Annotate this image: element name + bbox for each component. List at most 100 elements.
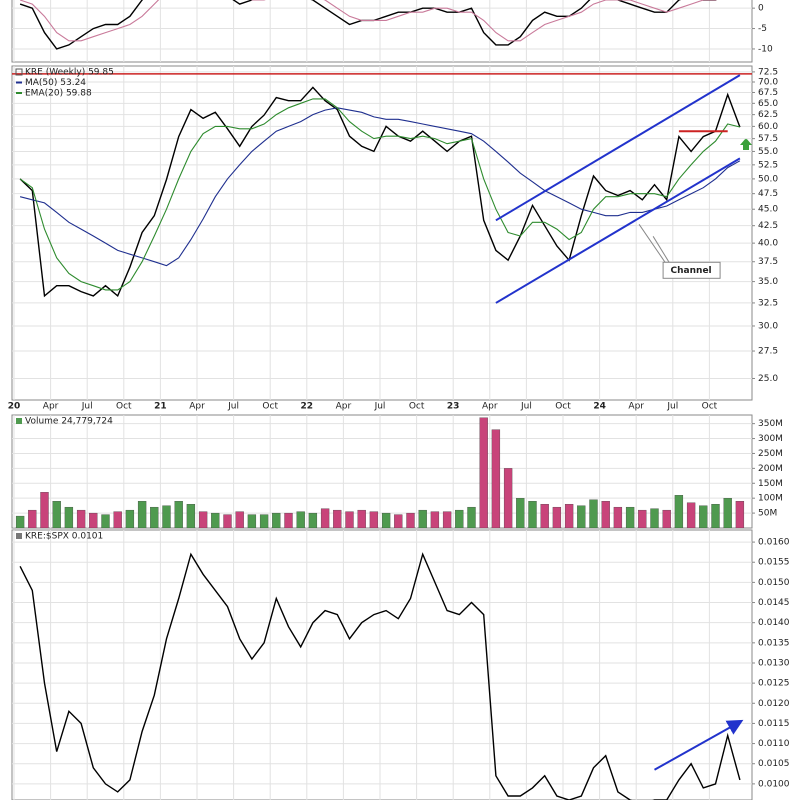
- volume-bar: [296, 511, 305, 528]
- macd-panel: [11, 0, 753, 63]
- volume-bar: [223, 514, 232, 528]
- volume-bar: [516, 498, 525, 528]
- volume-bar: [442, 511, 452, 528]
- y-tick-label: 0.0115: [758, 719, 790, 729]
- y-tick-label: 0.0145: [758, 598, 790, 608]
- y-tick-label: -10: [758, 44, 773, 54]
- y-tick-label: 250M: [758, 449, 783, 459]
- volume-bar: [198, 511, 208, 528]
- volume-bar: [455, 509, 464, 528]
- volume-bar: [162, 505, 171, 528]
- volume-bar: [394, 514, 403, 528]
- y-tick-label: 57.5: [758, 134, 778, 144]
- y-tick-label: 0: [758, 4, 764, 14]
- x-tick-label: Jul: [666, 402, 678, 412]
- volume-bar: [174, 501, 183, 528]
- x-tick-label: Apr: [482, 402, 498, 412]
- volume-bar: [625, 506, 635, 528]
- volume-bar: [333, 509, 342, 528]
- volume-bar: [503, 468, 513, 528]
- x-tick-label: 23: [447, 402, 460, 412]
- legend-entry: KRE (Weekly) 59.85: [25, 68, 114, 78]
- volume-bar: [589, 499, 598, 528]
- legend-icon: [15, 68, 23, 76]
- x-tick-label: Apr: [43, 402, 59, 412]
- volume-bar: [650, 508, 659, 528]
- volume-bar: [101, 514, 110, 528]
- volume-bar: [64, 506, 74, 528]
- x-tick-label: Jul: [227, 402, 239, 412]
- volume-bar: [662, 509, 671, 528]
- y-tick-label: 0.0155: [758, 558, 790, 568]
- x-tick-label: Jul: [520, 402, 532, 412]
- y-tick-label: 72.5: [758, 67, 778, 77]
- y-tick-label: 100M: [758, 494, 783, 504]
- volume-bar: [638, 509, 647, 528]
- trend-arrow: [654, 719, 744, 771]
- y-tick-label: 300M: [758, 434, 783, 444]
- ratio-panel: [11, 529, 753, 800]
- volume-bar: [345, 511, 354, 528]
- series-line: [19, 0, 717, 50]
- volume-bar: [259, 514, 269, 528]
- y-tick-label: 0.0160: [758, 538, 790, 548]
- y-tick-label: 0.0140: [758, 618, 790, 628]
- x-tick-label: Oct: [555, 402, 571, 412]
- volume-bar: [467, 506, 476, 528]
- y-tick-label: 37.5: [758, 257, 778, 267]
- x-tick-label: 24: [593, 402, 606, 412]
- y-tick-label: 60.0: [758, 122, 778, 132]
- volume-bar: [89, 512, 98, 528]
- y-tick-label: 150M: [758, 479, 783, 489]
- volume-bar: [711, 503, 720, 528]
- panel-title: Volume 24,779,724: [25, 417, 113, 427]
- y-tick-label: 70.0: [758, 78, 778, 88]
- volume-bar: [369, 511, 379, 528]
- x-tick-label: 20: [8, 402, 21, 412]
- panel-title: KRE:$SPX 0.0101: [25, 532, 103, 542]
- series-line: [19, 0, 718, 42]
- volume-bar: [272, 512, 281, 528]
- volume-bar: [406, 512, 415, 528]
- x-tick-label: Apr: [628, 402, 644, 412]
- volume-bar: [76, 509, 86, 528]
- y-tick-label: 50.0: [758, 174, 778, 184]
- volume-bar: [113, 511, 122, 528]
- volume-bar: [601, 501, 610, 528]
- label-box: [662, 261, 721, 279]
- channel-label: Channel: [671, 266, 712, 276]
- volume-bar: [381, 512, 391, 528]
- title-icon: [16, 533, 22, 539]
- volume-bar: [211, 512, 220, 528]
- panel-content: [12, 0, 752, 62]
- y-tick-label: 42.5: [758, 221, 778, 231]
- y-tick-label: 32.5: [758, 298, 778, 308]
- y-tick-label: 0.0125: [758, 679, 790, 689]
- y-tick-label: 0.0135: [758, 638, 790, 648]
- x-tick-label: Oct: [702, 402, 718, 412]
- y-tick-label: 350M: [758, 419, 783, 429]
- volume-bar: [137, 501, 147, 528]
- y-tick-label: 30.0: [758, 321, 778, 331]
- volume-bar: [418, 509, 427, 528]
- trend-line: [495, 74, 741, 222]
- y-tick-label: 50M: [758, 509, 777, 519]
- y-tick-label: 40.0: [758, 239, 778, 249]
- volume-bar: [357, 509, 366, 528]
- y-tick-label: 0.0120: [758, 699, 790, 709]
- x-tick-label: Jul: [374, 402, 386, 412]
- volume-bar: [284, 512, 293, 528]
- volume-bar: [479, 417, 488, 528]
- green-arrow: [740, 138, 752, 150]
- volume-bar: [247, 514, 257, 528]
- x-tick-label: Oct: [262, 402, 278, 412]
- volume-bar: [686, 502, 696, 528]
- volume-bar: [552, 506, 562, 528]
- volume-bar: [40, 492, 49, 528]
- y-tick-label: 62.5: [758, 110, 778, 120]
- y-tick-label: 55.0: [758, 147, 778, 157]
- x-tick-label: Apr: [189, 402, 205, 412]
- panel-content: [12, 415, 752, 528]
- volume-bar: [735, 501, 745, 528]
